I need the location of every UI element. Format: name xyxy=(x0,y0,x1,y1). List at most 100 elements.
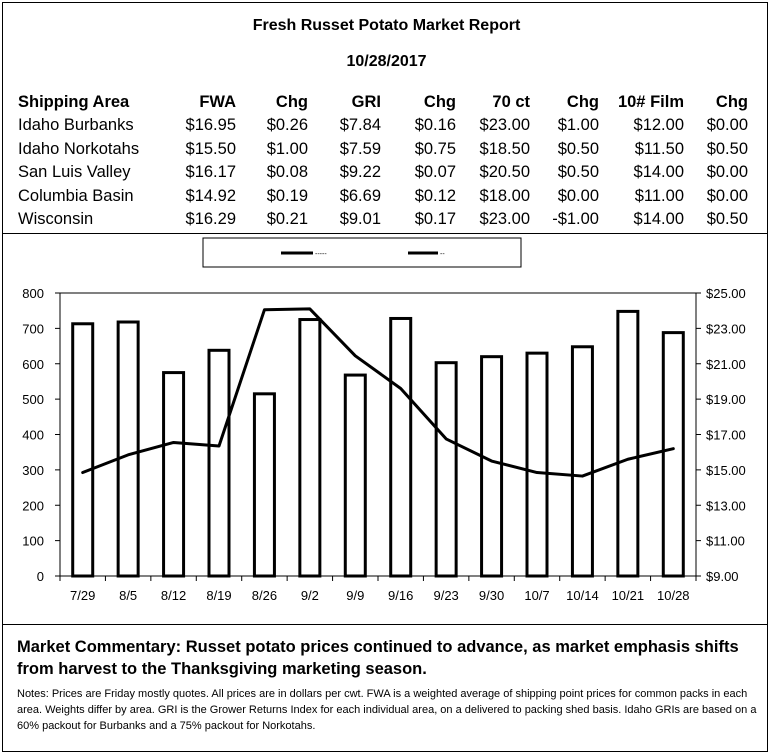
bar xyxy=(389,316,413,578)
price-cell: $16.95 xyxy=(185,116,236,135)
column-header: Chg xyxy=(275,93,308,111)
price-chart: ----- --0100200300400500600700800$9.00$11… xyxy=(22,237,746,603)
price-cell: $9.01 xyxy=(339,210,381,229)
price-cell: $14.00 xyxy=(633,163,684,182)
price-cell: $14.00 xyxy=(633,210,684,229)
price-cell: $14.92 xyxy=(185,186,236,205)
x-tick-label: 7/29 xyxy=(70,588,95,603)
price-cell: $11.50 xyxy=(634,139,684,158)
price-cell: $18.50 xyxy=(479,139,530,158)
y-left-tick-label: 300 xyxy=(22,463,44,478)
bar xyxy=(525,351,549,578)
y-right-tick-label: $9.00 xyxy=(706,569,739,584)
x-tick-label: 9/16 xyxy=(388,588,413,603)
price-cell: $0.00 xyxy=(706,186,748,205)
price-cell: $11.00 xyxy=(634,186,684,205)
price-cell: $1.00 xyxy=(557,116,599,135)
bar xyxy=(252,392,276,578)
y-left-tick-label: 700 xyxy=(22,321,44,336)
y-right-tick-label: $21.00 xyxy=(706,357,746,372)
bar xyxy=(480,355,504,578)
y-left-tick-label: 100 xyxy=(22,534,44,549)
table-header-row: Shipping Area FWA Chg GRI Chg 70 ct Chg … xyxy=(18,91,748,114)
y-left-tick-label: 600 xyxy=(22,357,44,372)
column-header: Chg xyxy=(715,93,748,111)
table-row: Wisconsin $16.29 $0.21 $9.01 $0.17 $23.00 -$1.… xyxy=(18,208,748,232)
table-row: San Luis Valley $16.17 $0.08 $9.22 $0.07 $20.… xyxy=(18,161,748,185)
x-tick-label: 10/28 xyxy=(657,588,690,603)
legend-label: -- xyxy=(440,251,445,258)
price-cell: $12.00 xyxy=(633,116,684,135)
y-left-tick-label: 800 xyxy=(22,286,44,301)
price-cell: $7.84 xyxy=(339,116,381,135)
column-header: Chg xyxy=(566,93,599,111)
price-cell: $0.08 xyxy=(266,163,308,182)
x-tick-label: 9/30 xyxy=(479,588,504,603)
bar xyxy=(71,322,95,578)
x-tick-label: 9/2 xyxy=(301,588,319,603)
x-tick-label: 10/14 xyxy=(566,588,599,603)
legend-label: ----- xyxy=(315,251,327,258)
bar xyxy=(298,318,322,578)
x-tick-label: 8/19 xyxy=(206,588,231,603)
price-cell: $0.21 xyxy=(266,210,308,229)
y-right-tick-label: $17.00 xyxy=(706,428,746,443)
x-tick-label: 8/12 xyxy=(161,588,186,603)
bar xyxy=(570,345,594,578)
price-cell: $0.50 xyxy=(706,139,748,158)
price-cell: $20.50 xyxy=(479,163,530,182)
price-cell: $0.19 xyxy=(266,186,308,205)
column-header: 10# Film xyxy=(617,93,684,111)
price-cell: $7.59 xyxy=(339,139,381,158)
price-cell: $0.75 xyxy=(414,139,456,158)
price-cell: -$1.00 xyxy=(552,210,599,229)
price-cell: $23.00 xyxy=(479,116,530,135)
notes-text: Notes: Prices are Friday mostly quotes. … xyxy=(17,688,757,732)
section-divider xyxy=(3,233,767,234)
y-left-tick-label: 400 xyxy=(22,428,44,443)
bar xyxy=(616,309,640,578)
bar xyxy=(434,361,458,578)
price-cell: $23.00 xyxy=(479,210,530,229)
price-cell: $0.50 xyxy=(557,163,599,182)
table-row: Columbia Basin $14.92 $0.19 $6.69 $0.12 $18.0… xyxy=(18,185,748,209)
bar xyxy=(207,348,231,578)
y-left-tick-label: 0 xyxy=(37,569,44,584)
bar xyxy=(343,373,367,578)
column-header: Chg xyxy=(423,93,456,111)
price-cell: $18.00 xyxy=(479,186,530,205)
price-cell: $0.00 xyxy=(706,116,748,135)
shipping-area-cell: Columbia Basin xyxy=(18,186,134,205)
y-right-tick-label: $19.00 xyxy=(706,392,746,407)
x-tick-label: 9/23 xyxy=(433,588,458,603)
column-header: FWA xyxy=(199,93,236,111)
column-header: Shipping Area xyxy=(18,93,130,111)
bar xyxy=(116,320,140,578)
y-right-tick-label: $11.00 xyxy=(706,534,745,549)
price-cell: $16.17 xyxy=(185,163,236,182)
shipping-area-cell: Idaho Burbanks xyxy=(18,116,134,135)
column-header: 70 ct xyxy=(492,93,530,111)
price-cell: $0.26 xyxy=(266,116,308,135)
price-cell: $0.17 xyxy=(414,210,456,229)
y-right-tick-label: $13.00 xyxy=(706,498,746,513)
price-cell: $0.12 xyxy=(414,186,456,205)
price-cell: $0.50 xyxy=(706,210,748,229)
price-cell: $0.50 xyxy=(557,139,599,158)
bar xyxy=(162,371,186,578)
x-tick-label: 8/5 xyxy=(119,588,137,603)
price-cell: $0.16 xyxy=(414,116,456,135)
legend-box xyxy=(202,237,522,268)
section-divider xyxy=(3,624,767,625)
price-cell: $9.22 xyxy=(339,163,381,182)
price-line xyxy=(81,307,675,478)
price-table: Shipping Area FWA Chg GRI Chg 70 ct Chg … xyxy=(18,91,748,232)
column-header: GRI xyxy=(351,93,381,111)
price-cell: $0.07 xyxy=(414,163,456,182)
x-tick-label: 10/21 xyxy=(612,588,645,603)
report-date: 10/28/2017 xyxy=(346,53,427,70)
bar xyxy=(661,331,685,578)
shipping-area-cell: San Luis Valley xyxy=(18,163,131,182)
report-title: Fresh Russet Potato Market Report xyxy=(252,17,521,34)
